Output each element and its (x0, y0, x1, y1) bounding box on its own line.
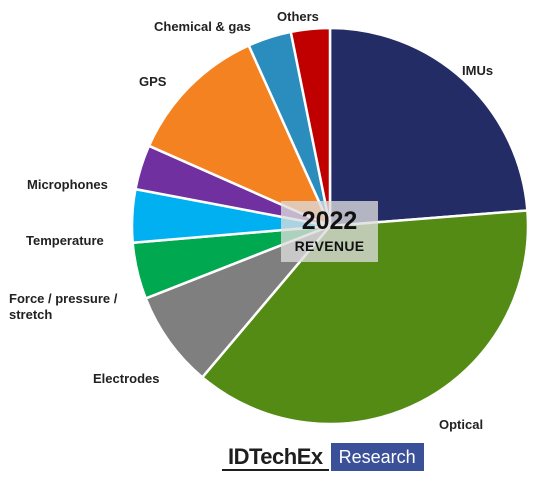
center-year: 2022 (301, 207, 358, 235)
brand-tag: Research (330, 443, 424, 471)
label-gps: GPS (139, 74, 167, 89)
label-force-line2: stretch (9, 307, 52, 322)
brand-name: IDTechEx (222, 443, 329, 471)
slice-imus (328, 26, 529, 228)
label-optical: Optical (439, 417, 483, 432)
label-others: Others (277, 9, 319, 24)
slice-optical (201, 209, 530, 426)
center-revenue: REVENUE (294, 238, 365, 254)
label-force-line1: Force / pressure / (9, 291, 118, 306)
label-temperature: Temperature (26, 233, 104, 248)
label-electrodes: Electrodes (93, 371, 159, 386)
slice-electrodes (144, 224, 332, 379)
slice-others (289, 26, 332, 228)
brand-logo: IDTechEx Research (222, 443, 424, 471)
label-imus: IMUs (462, 63, 493, 78)
slice-gps (147, 44, 332, 228)
label-chemical-gas: Chemical & gas (154, 19, 251, 34)
label-microphones: Microphones (27, 177, 108, 192)
center-caption: 2022 REVENUE (281, 201, 378, 262)
